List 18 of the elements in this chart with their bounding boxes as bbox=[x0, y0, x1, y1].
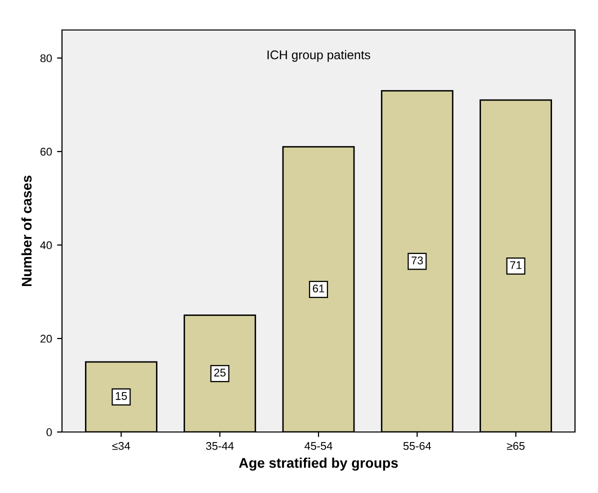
y-tick-label: 80 bbox=[40, 54, 52, 62]
y-tick-label: 0 bbox=[46, 428, 52, 436]
text: ICH group patients bbox=[268, 50, 370, 62]
data-label: 61 bbox=[312, 284, 324, 292]
x-tick-label: ≥65 bbox=[506, 442, 525, 450]
y-tick-label: 20 bbox=[40, 334, 52, 343]
data-label: 25 bbox=[214, 368, 226, 377]
x-axis-title: Age stratified by groups bbox=[238, 458, 398, 471]
x-tick-label: ≤34 bbox=[112, 442, 130, 450]
x-tick-label: 35-44 bbox=[206, 442, 234, 450]
data-label: 73 bbox=[412, 256, 423, 264]
y-tick-label: 60 bbox=[40, 148, 52, 156]
data-label: 15 bbox=[116, 392, 127, 400]
x-tick-label: 55-64 bbox=[403, 442, 432, 450]
y-tick-label: 40 bbox=[40, 241, 52, 250]
x-tick-label: 45-54 bbox=[304, 442, 332, 450]
data-label: 71 bbox=[510, 261, 522, 269]
y-axis-title: Number of cases bbox=[21, 176, 32, 286]
